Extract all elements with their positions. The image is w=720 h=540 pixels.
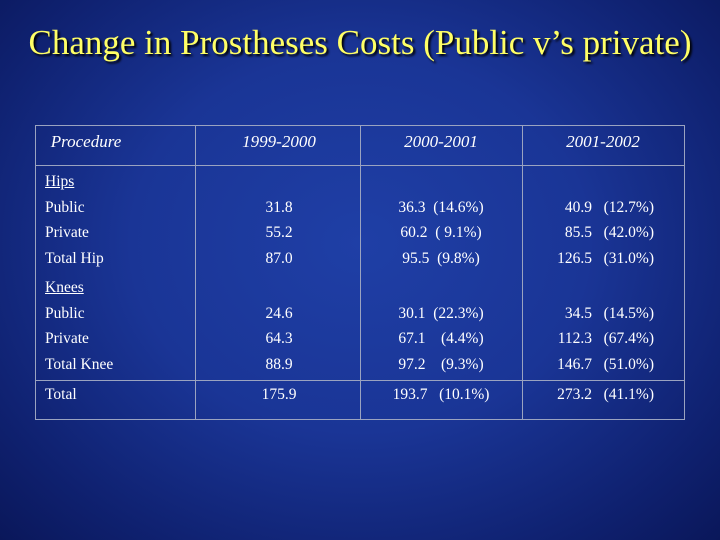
column-line <box>522 126 523 419</box>
cell-value: 95.5 (9.8%) <box>402 249 480 267</box>
cell-value: 126.5 (31.0%) <box>557 249 654 267</box>
cell-value: 87.0 <box>265 249 293 267</box>
cell-value: 97.2 (9.3%) <box>398 355 484 373</box>
group-label: Knees <box>45 279 84 296</box>
cell-value: 273.2 (41.1%) <box>557 386 654 403</box>
group-label: Hips <box>45 173 75 190</box>
cell-value: 88.9 <box>265 355 293 373</box>
cell-value: 30.1 (22.3%) <box>398 304 484 322</box>
cell-value: 146.7 (51.0%) <box>557 355 654 373</box>
cell-value: 175.9 <box>261 386 297 403</box>
cell-value: 34.5 (14.5%) <box>564 304 654 322</box>
cell-value: 55.2 <box>265 224 293 241</box>
cell-value: 31.8 <box>265 198 293 216</box>
row-line <box>36 165 684 166</box>
row-label: Private <box>45 224 89 241</box>
cell-value: 85.5 (42.0%) <box>564 224 654 241</box>
cell-value: 60.2 ( 9.1%) <box>400 224 482 241</box>
row-label: Total Knee <box>45 355 114 373</box>
row-label: Public <box>45 304 85 322</box>
row-label: Public <box>45 198 85 216</box>
table: Procedure 1999-2000 2000-2001 2001-2002 Hips… <box>35 125 685 420</box>
cell-value: 24.6 <box>265 304 293 322</box>
cell-value: 64.3 <box>265 330 293 347</box>
cell-value: 112.3 (67.4%) <box>557 330 654 347</box>
slide-title: Change in Prostheses Costs (Public v’s p… <box>28 23 692 62</box>
column-header: 1999-2000 <box>242 132 316 151</box>
column-line <box>360 126 361 419</box>
row-label: Private <box>45 330 89 347</box>
cell-value: 36.3 (14.6%) <box>398 198 484 216</box>
column-line <box>195 126 196 419</box>
column-header: 2001-2002 <box>566 132 640 151</box>
column-header: 2000-2001 <box>404 132 478 151</box>
cell-value: 67.1 (4.4%) <box>398 330 484 347</box>
cell-value: 40.9 (12.7%) <box>564 198 654 216</box>
row-line <box>36 380 684 381</box>
row-label: Total <box>45 386 77 403</box>
column-header: Procedure <box>50 132 122 151</box>
cell-value: 193.7 (10.1%) <box>392 386 490 403</box>
row-label: Total Hip <box>45 249 104 267</box>
